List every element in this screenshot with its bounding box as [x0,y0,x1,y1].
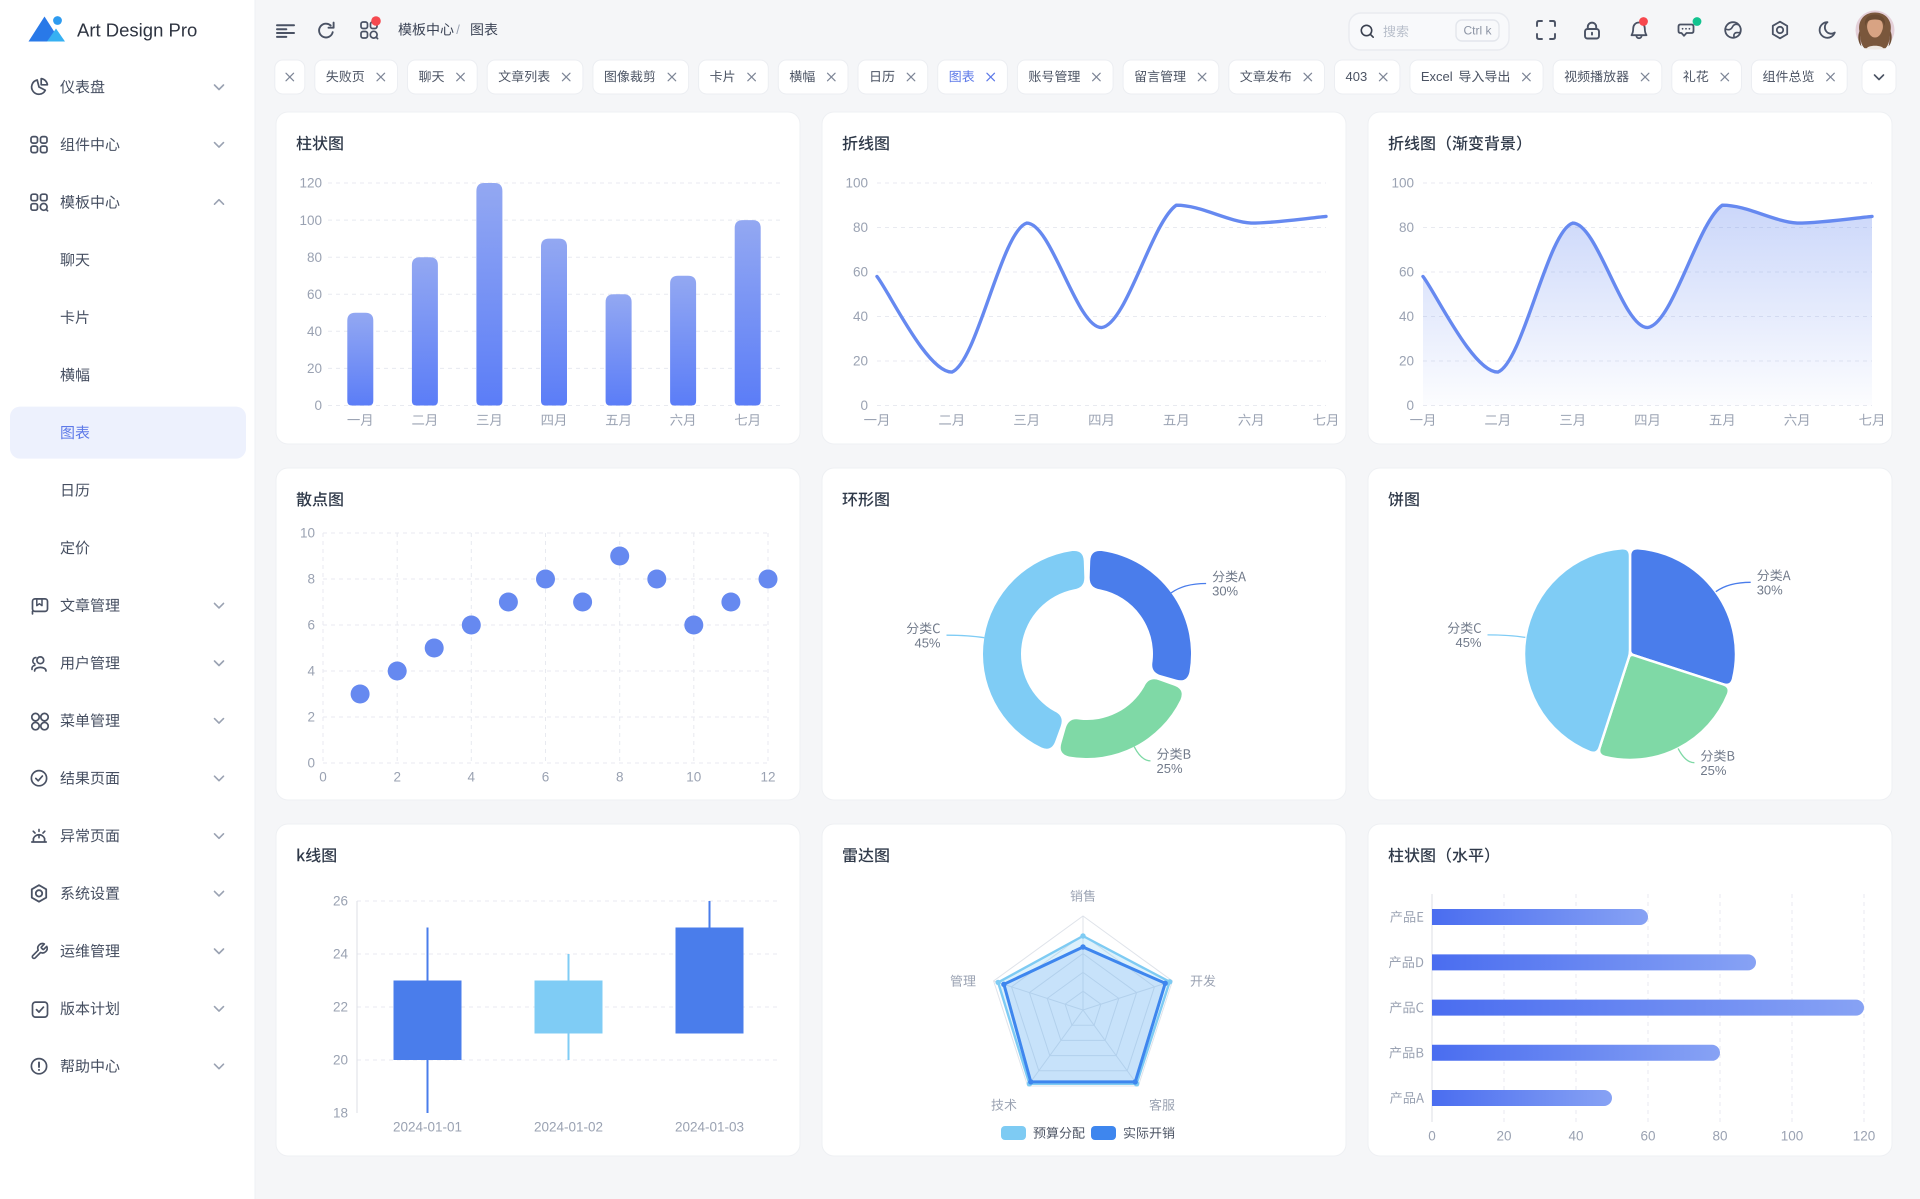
svg-text:Excel: Excel [1421,69,1453,84]
svg-text:30%: 30% [1212,584,1238,599]
svg-text:60: 60 [307,287,322,302]
svg-text:4: 4 [468,770,476,785]
svg-text:2: 2 [307,710,315,725]
svg-text:80: 80 [1712,1129,1727,1144]
svg-text:403: 403 [1346,69,1368,84]
svg-text:0: 0 [1406,398,1414,413]
svg-text:20: 20 [333,1053,348,1068]
svg-text:0: 0 [319,770,327,785]
svg-text:10: 10 [686,770,701,785]
svg-text:2024-01-02: 2024-01-02 [534,1120,603,1135]
svg-text:10: 10 [300,526,315,541]
svg-text:45%: 45% [1455,635,1481,650]
svg-text:18: 18 [333,1106,348,1121]
svg-text:2024-01-01: 2024-01-01 [393,1120,462,1135]
svg-text:24: 24 [333,947,349,962]
svg-text:22: 22 [333,1000,348,1015]
svg-text:20: 20 [853,354,868,369]
svg-text:0: 0 [1428,1129,1436,1144]
svg-text:25%: 25% [1157,761,1183,776]
svg-text:30%: 30% [1757,582,1783,597]
svg-text:4: 4 [307,664,315,679]
svg-text:Art Design Pro: Art Design Pro [77,20,197,41]
svg-text:60: 60 [1640,1129,1655,1144]
svg-text:60: 60 [1399,265,1414,280]
svg-text:80: 80 [853,220,868,235]
svg-text:26: 26 [333,894,348,909]
svg-text:120: 120 [1853,1129,1876,1144]
svg-text:100: 100 [299,213,322,228]
svg-text:12: 12 [760,770,775,785]
svg-text:Ctrl k: Ctrl k [1464,24,1493,38]
svg-text:80: 80 [307,250,322,265]
svg-text:0: 0 [307,756,315,771]
svg-text:100: 100 [1391,176,1414,191]
svg-text:100: 100 [1781,1129,1804,1144]
svg-text:20: 20 [1496,1129,1511,1144]
svg-text:6: 6 [307,618,315,633]
svg-text:40: 40 [853,309,868,324]
svg-text:100: 100 [845,176,868,191]
svg-text:120: 120 [299,176,322,191]
svg-text:20: 20 [1399,354,1414,369]
svg-text:8: 8 [616,770,624,785]
svg-text:60: 60 [853,265,868,280]
svg-text:2: 2 [393,770,401,785]
svg-text:40: 40 [1568,1129,1583,1144]
svg-text:40: 40 [307,324,322,339]
svg-text:40: 40 [1399,309,1414,324]
svg-text:80: 80 [1399,220,1414,235]
svg-text:0: 0 [860,398,868,413]
svg-text:8: 8 [307,572,315,587]
svg-text:20: 20 [307,361,322,376]
svg-text:2024-01-03: 2024-01-03 [675,1120,744,1135]
svg-text:45%: 45% [914,635,940,650]
svg-text:25%: 25% [1700,763,1726,778]
svg-text:0: 0 [314,398,322,413]
svg-text:/: / [456,22,460,37]
svg-text:6: 6 [542,770,550,785]
